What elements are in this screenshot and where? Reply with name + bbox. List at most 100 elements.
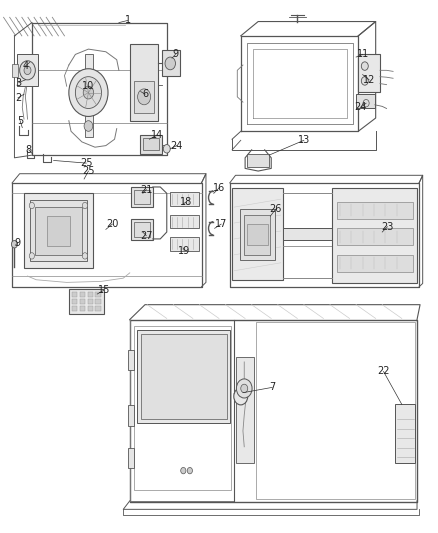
Bar [134,190,150,204]
Bar [131,219,153,240]
Bar [232,188,283,280]
Text: 2: 2 [15,93,21,103]
Text: 5: 5 [17,116,23,126]
Text: 22: 22 [377,367,390,376]
Bar [244,215,270,255]
Bar [127,350,134,370]
Bar [95,299,101,304]
Text: 24: 24 [354,102,367,112]
Bar [131,187,153,207]
Circle shape [187,467,192,474]
Bar [143,138,159,150]
Bar [88,306,93,311]
Bar [162,50,180,76]
Bar [395,405,415,463]
Bar [170,237,199,251]
Bar [140,135,162,154]
Circle shape [165,57,176,70]
Bar [85,54,93,136]
Text: 15: 15 [98,285,110,295]
Bar [69,289,104,314]
Bar [72,299,77,304]
Text: 6: 6 [142,89,148,99]
Bar [134,326,231,490]
Bar [88,292,93,297]
Bar [237,357,254,463]
Text: 4: 4 [22,61,28,71]
Text: 16: 16 [213,183,225,193]
Bar [240,209,275,260]
Bar [356,94,375,109]
Text: 7: 7 [269,382,275,392]
Bar [336,228,413,245]
Circle shape [84,120,93,131]
Circle shape [241,384,248,393]
Text: 9: 9 [173,50,179,59]
Text: 9: 9 [15,238,21,248]
Bar [130,44,158,120]
Bar [80,292,85,297]
Bar [336,255,413,272]
Text: 8: 8 [26,145,32,155]
Circle shape [82,203,88,209]
Circle shape [82,253,88,259]
Text: 10: 10 [82,81,95,91]
Circle shape [361,77,368,85]
Text: 23: 23 [381,222,394,232]
Circle shape [29,203,35,209]
Text: 26: 26 [269,204,282,214]
Circle shape [237,379,252,398]
Text: 12: 12 [363,75,375,85]
Circle shape [20,61,35,80]
Bar [283,228,332,240]
Circle shape [11,240,18,248]
Bar [336,202,413,219]
Bar [47,216,70,246]
Bar [127,448,134,468]
Bar [137,330,230,423]
Bar [30,200,87,261]
Circle shape [181,467,186,474]
Circle shape [83,86,94,99]
Text: 18: 18 [180,197,192,207]
Text: 19: 19 [178,246,190,256]
Bar [72,306,77,311]
Text: 25: 25 [82,166,95,176]
Bar [88,299,93,304]
Bar [17,54,39,86]
Bar [35,207,82,255]
Bar [247,154,269,167]
Circle shape [29,253,35,259]
Bar [80,306,85,311]
Bar [80,299,85,304]
Bar [247,224,268,245]
Bar [256,322,415,499]
Bar [95,292,101,297]
Bar [127,406,134,425]
Text: 21: 21 [140,184,152,195]
Bar [134,81,154,113]
Bar [141,334,227,419]
Bar [72,292,77,297]
Bar [358,54,380,92]
Bar [95,306,101,311]
Text: 3: 3 [16,77,22,87]
Text: 27: 27 [140,231,152,241]
Circle shape [163,144,170,153]
Circle shape [361,62,368,70]
Bar [332,188,417,284]
Text: 17: 17 [215,219,227,229]
Circle shape [363,100,369,107]
Bar [170,215,199,228]
Bar [170,192,199,206]
Bar [24,193,93,268]
Circle shape [138,89,151,105]
Text: 20: 20 [106,219,119,229]
Circle shape [75,77,102,109]
Text: 11: 11 [357,50,369,59]
Circle shape [24,66,31,75]
Bar [12,64,18,77]
Circle shape [69,69,108,116]
Text: 13: 13 [298,135,310,146]
Circle shape [234,388,248,405]
